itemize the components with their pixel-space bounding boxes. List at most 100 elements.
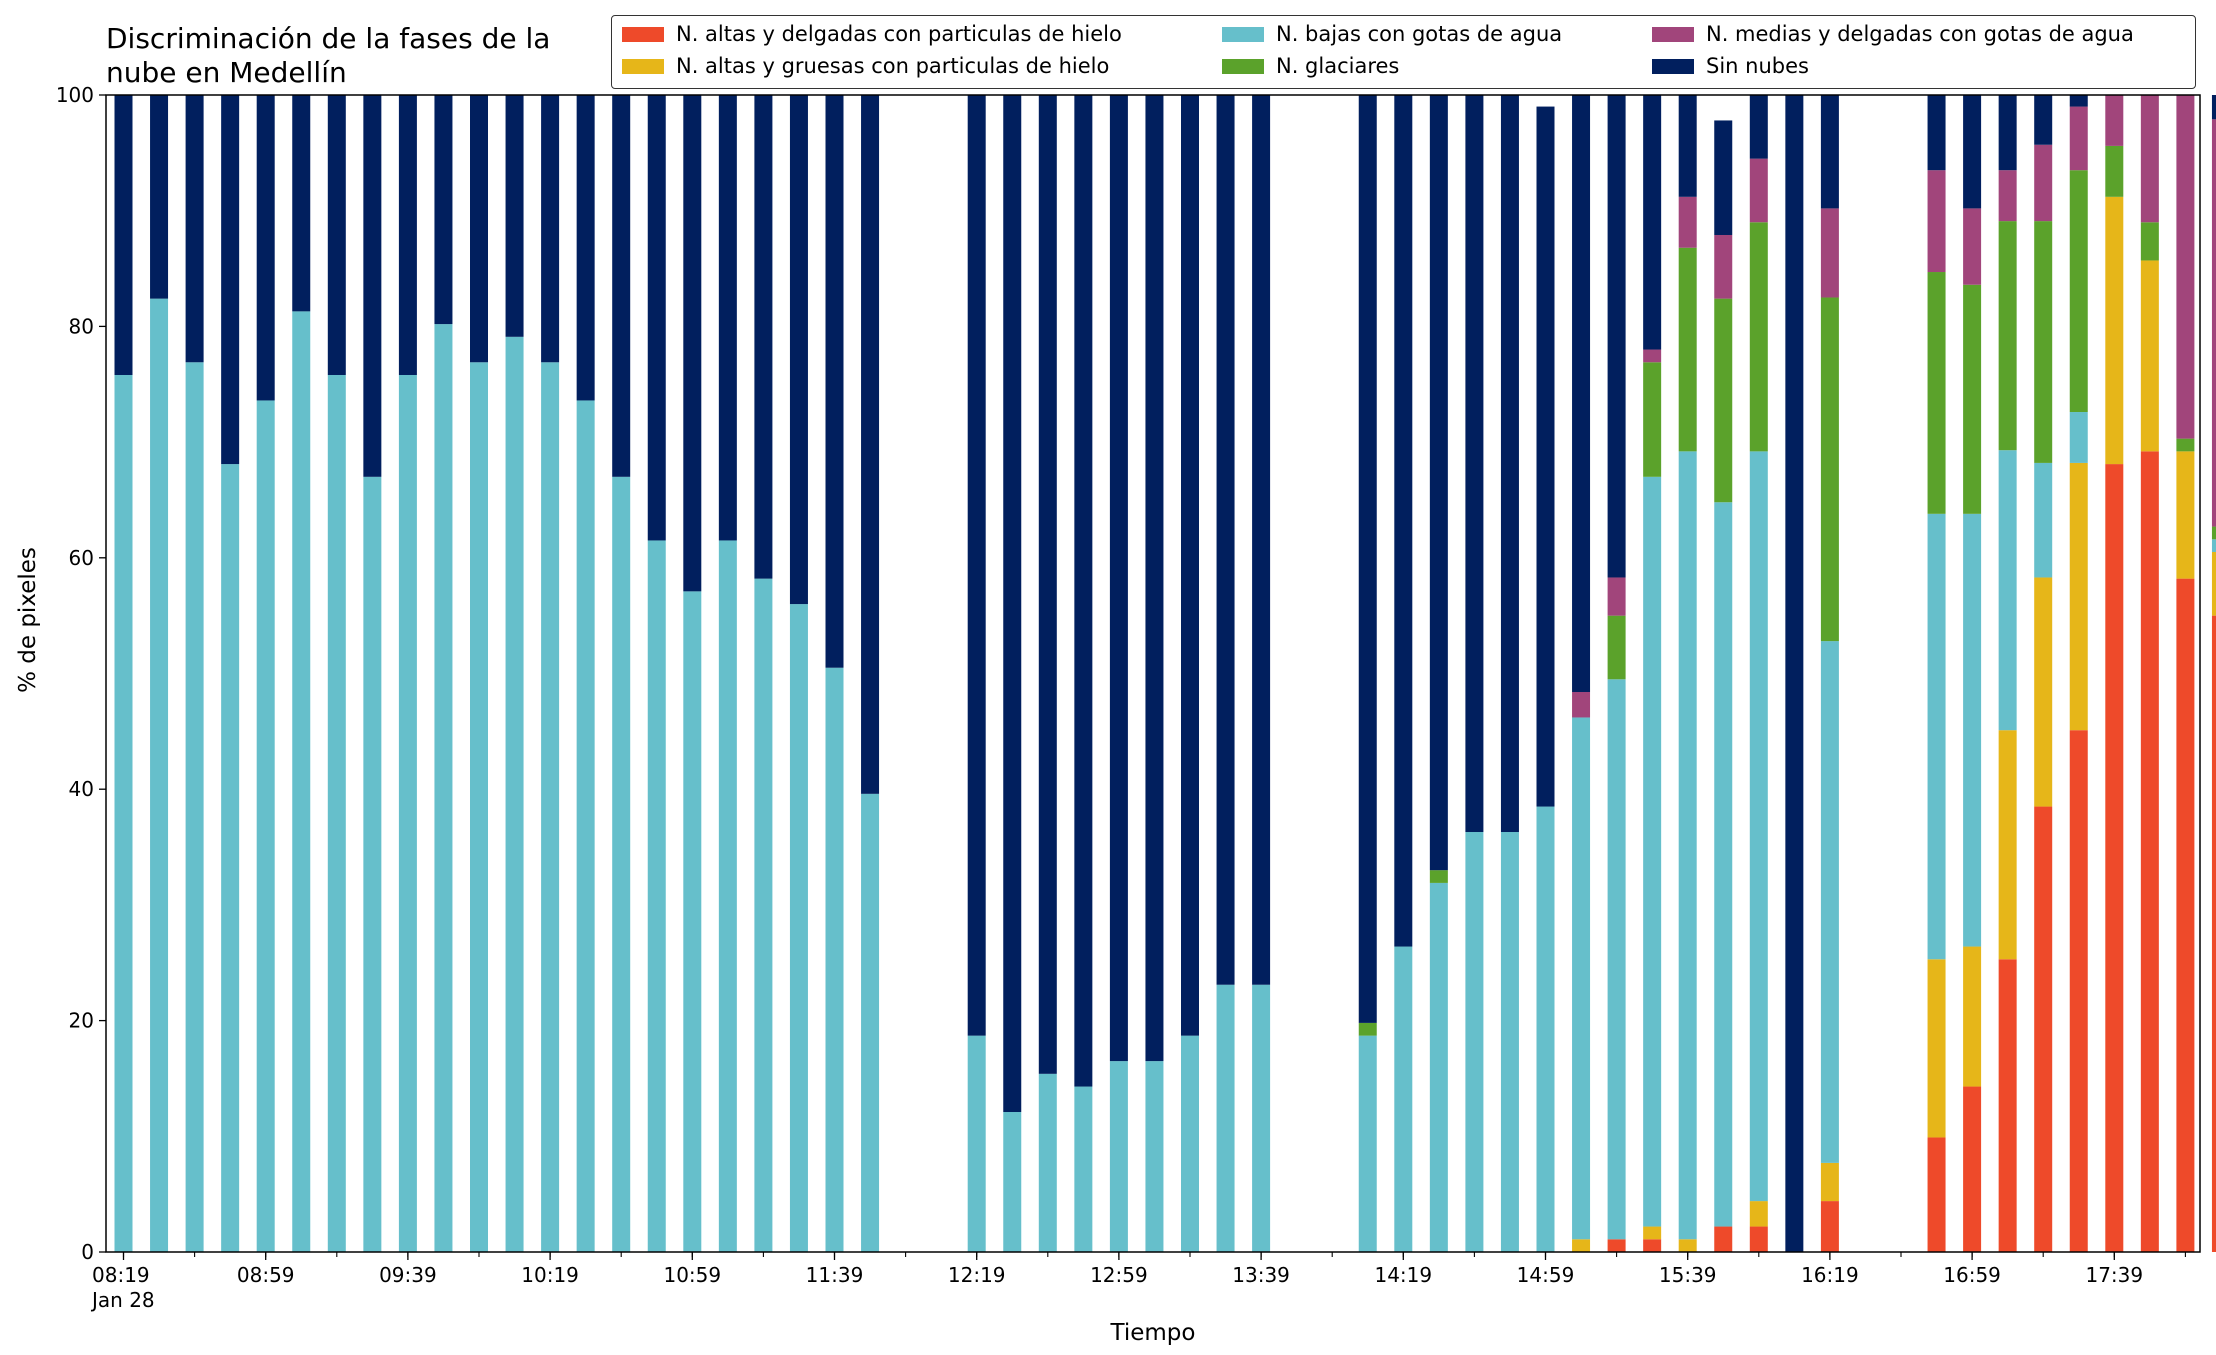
bar-segment-4-42 (1607, 577, 1626, 616)
legend-swatch (1222, 58, 1264, 74)
bar-segment-5-32 (1252, 95, 1271, 985)
bar-segment-2-29 (1145, 1061, 1164, 1252)
bar-segment-3-51 (1927, 272, 1946, 514)
bar-segment-4-57 (2140, 95, 2159, 223)
y-tick-label: 0 (81, 1240, 94, 1264)
bar-segment-2-27 (1074, 1086, 1093, 1252)
bar-segment-3-57 (2140, 222, 2159, 261)
bar-segment-1-53 (1998, 730, 2017, 960)
bar-segment-0-42 (1607, 1239, 1626, 1252)
bar-segment-5-20 (825, 95, 844, 668)
bar-segment-5-9 (434, 95, 453, 325)
bar-segment-3-52 (1963, 284, 1982, 514)
bar-segment-3-44 (1678, 247, 1697, 452)
bar-segment-5-52 (1963, 95, 1982, 209)
bar-segment-2-2 (185, 362, 204, 1252)
bar-segment-2-45 (1714, 502, 1733, 1227)
legend-label: N. altas y gruesas con particulas de hie… (676, 54, 1110, 78)
bar-segment-5-16 (683, 95, 702, 592)
bar-segment-4-54 (2034, 144, 2053, 222)
x-tick-label: 08:19 (92, 1263, 150, 1287)
x-tick-label: 15:39 (1659, 1263, 1717, 1287)
legend-item-1: N. altas y gruesas con particulas de hie… (622, 54, 1109, 78)
bar-segment-5-31 (1216, 95, 1235, 985)
bar-segment-4-55 (2069, 106, 2088, 171)
bar-segment-3-48 (1820, 297, 1839, 642)
x-tick-label: 12:59 (1090, 1263, 1148, 1287)
bar-segment-0-57 (2140, 451, 2159, 1252)
bar-segment-5-15 (647, 95, 666, 541)
bar-segment-4-46 (1749, 158, 1768, 223)
bar-segment-2-54 (2034, 462, 2053, 578)
bar-segment-2-31 (1216, 984, 1235, 1252)
y-axis-label: % de pixeles (15, 547, 41, 693)
legend-label: N. glaciares (1276, 54, 1400, 78)
bar-segment-1-56 (2105, 196, 2124, 465)
bar-segment-2-18 (754, 578, 773, 1252)
bar-segment-3-59 (2211, 526, 2216, 540)
bar-segment-2-35 (1358, 1035, 1377, 1252)
bar-segment-2-52 (1963, 513, 1982, 947)
bar-segment-1-43 (1643, 1226, 1662, 1240)
bar-segment-1-48 (1820, 1162, 1839, 1202)
bar-segment-5-40 (1536, 106, 1555, 807)
bar-segment-5-27 (1074, 95, 1093, 1087)
bar-segment-3-43 (1643, 362, 1662, 477)
legend-swatch (622, 58, 664, 74)
bar-segment-1-59 (2211, 552, 2216, 616)
bar-segment-4-44 (1678, 196, 1697, 248)
x-tick-label: 13:39 (1232, 1263, 1290, 1287)
bar-segment-5-1 (150, 95, 169, 299)
bar-segment-3-37 (1429, 870, 1448, 883)
bar-segment-5-25 (1003, 95, 1022, 1112)
bar-segment-5-46 (1749, 95, 1768, 159)
x-tick-label: 10:19 (521, 1263, 579, 1287)
bar-segment-2-16 (683, 591, 702, 1252)
bar-segment-0-55 (2069, 730, 2088, 1252)
bar-segment-2-55 (2069, 412, 2088, 463)
bar-segment-4-52 (1963, 208, 1982, 285)
bar-segment-1-52 (1963, 946, 1982, 1087)
x-tick-label: 10:59 (663, 1263, 721, 1287)
bar-segment-5-42 (1607, 95, 1626, 578)
legend-swatch (622, 26, 664, 42)
legend-item-2: N. bajas con gotas de agua (1222, 22, 1562, 46)
bar-segment-1-57 (2140, 260, 2159, 452)
bar-segment-5-11 (505, 95, 524, 337)
bar-segment-0-46 (1749, 1226, 1768, 1252)
bar-segment-5-51 (1927, 95, 1946, 171)
legend-label: N. altas y delgadas con particulas de hi… (676, 22, 1122, 46)
x-tick-label: 14:59 (1517, 1263, 1575, 1287)
legend-swatch (1652, 26, 1694, 42)
bar-segment-2-32 (1252, 984, 1271, 1252)
x-tick-label: 08:59 (237, 1263, 295, 1287)
bar-segment-2-25 (1003, 1112, 1022, 1252)
bar-segment-4-45 (1714, 235, 1733, 299)
legend-item-3: N. glaciares (1222, 54, 1399, 78)
bar-segment-2-40 (1536, 806, 1555, 1252)
x-tick-label: 09:39 (379, 1263, 437, 1287)
bar-segment-5-35 (1358, 95, 1377, 1023)
bar-segment-2-53 (1998, 450, 2017, 731)
bar-segment-0-54 (2034, 806, 2053, 1252)
bar-segment-5-0 (114, 95, 133, 375)
bar-segment-0-53 (1998, 959, 2017, 1252)
bar-segment-2-19 (789, 604, 808, 1252)
legend-item-0: N. altas y delgadas con particulas de hi… (622, 22, 1122, 46)
bar-segment-2-3 (221, 464, 240, 1253)
y-tick-label: 60 (69, 546, 94, 570)
bar-segment-2-41 (1572, 717, 1591, 1240)
y-tick-label: 20 (69, 1009, 94, 1033)
bar-segment-2-10 (470, 362, 488, 1252)
bar-segment-2-13 (576, 400, 595, 1252)
bar-segment-0-43 (1643, 1239, 1662, 1252)
bar-segment-4-59 (2211, 119, 2216, 527)
bar-segment-0-48 (1820, 1201, 1839, 1252)
bar-segment-5-12 (541, 95, 560, 363)
bar-segment-5-38 (1465, 95, 1484, 833)
bar-segment-2-59 (2211, 539, 2216, 553)
bar-segment-0-59 (2211, 615, 2216, 1252)
bar-segment-5-55 (2069, 95, 2088, 107)
bar-segment-5-24 (967, 95, 986, 1036)
